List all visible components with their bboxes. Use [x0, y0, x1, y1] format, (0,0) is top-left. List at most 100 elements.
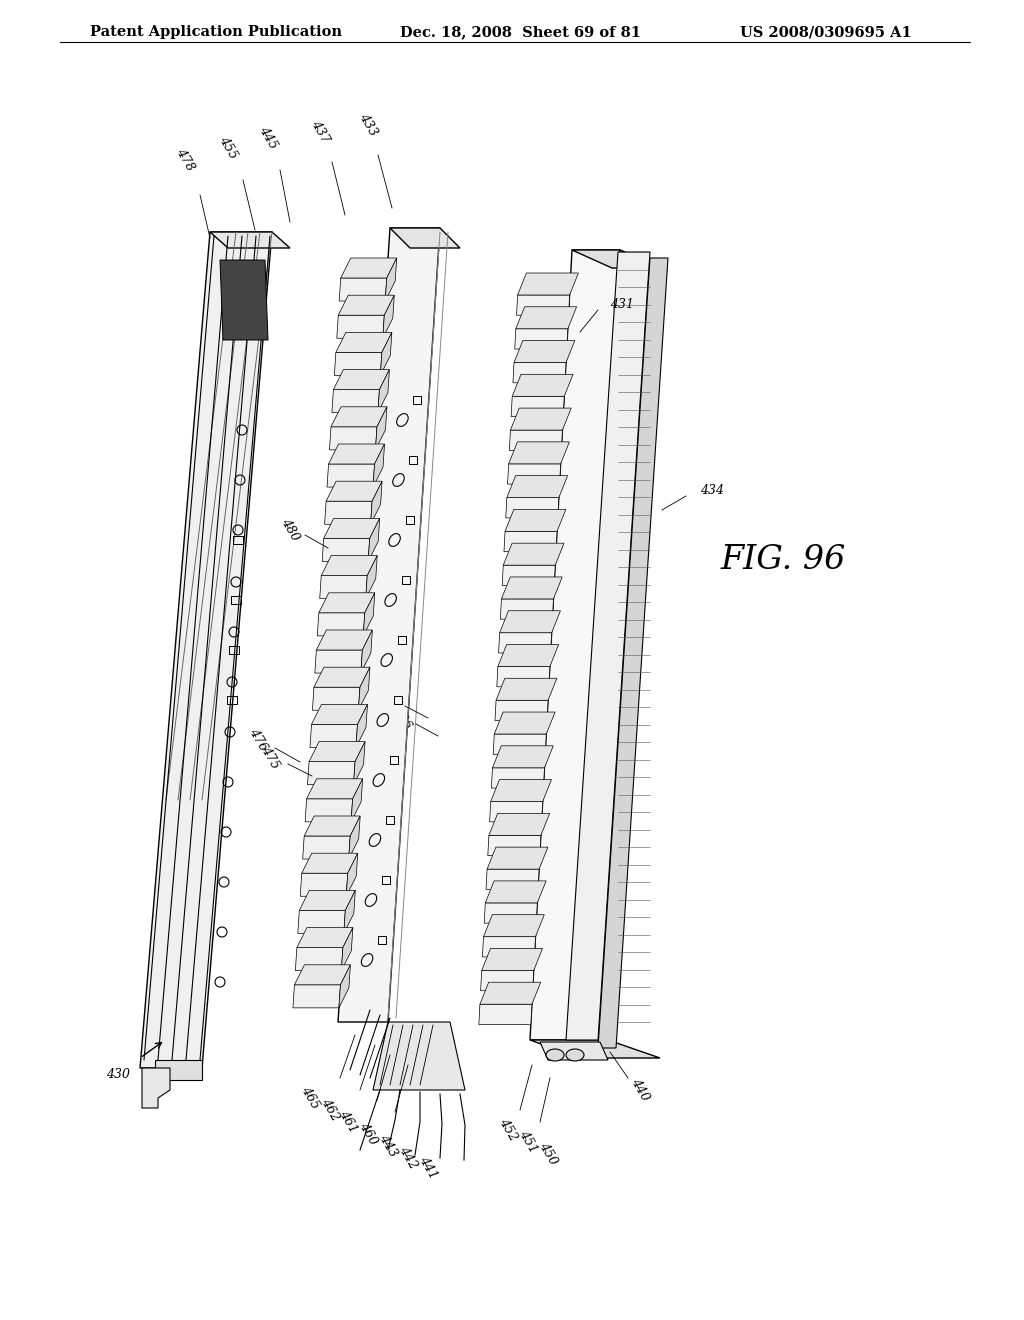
- Polygon shape: [371, 482, 382, 524]
- Polygon shape: [304, 816, 360, 836]
- Polygon shape: [327, 465, 375, 487]
- Text: 461: 461: [336, 1109, 359, 1135]
- Polygon shape: [295, 948, 343, 970]
- Polygon shape: [360, 630, 373, 673]
- Polygon shape: [310, 725, 357, 747]
- Polygon shape: [385, 257, 396, 301]
- Polygon shape: [516, 294, 569, 315]
- Polygon shape: [487, 847, 548, 869]
- Polygon shape: [302, 853, 357, 874]
- Polygon shape: [483, 915, 545, 937]
- Polygon shape: [513, 363, 566, 383]
- Text: 476: 476: [247, 726, 269, 754]
- Text: 478: 478: [173, 147, 197, 174]
- Polygon shape: [366, 556, 377, 599]
- Text: 462: 462: [318, 1097, 342, 1123]
- Ellipse shape: [566, 1049, 584, 1061]
- Text: 443: 443: [377, 1133, 399, 1160]
- Polygon shape: [383, 296, 394, 338]
- Text: 466: 466: [379, 686, 401, 714]
- Polygon shape: [337, 315, 384, 338]
- Polygon shape: [492, 768, 545, 788]
- Polygon shape: [566, 252, 650, 1040]
- Text: FIG. 96: FIG. 96: [720, 544, 846, 576]
- Polygon shape: [309, 742, 365, 762]
- Polygon shape: [511, 396, 564, 417]
- Polygon shape: [220, 260, 268, 341]
- Polygon shape: [307, 762, 355, 784]
- Polygon shape: [530, 249, 620, 1040]
- Bar: [227, 696, 237, 704]
- Polygon shape: [318, 593, 375, 612]
- Bar: [410, 455, 418, 465]
- Polygon shape: [344, 891, 355, 933]
- Polygon shape: [346, 853, 357, 896]
- Polygon shape: [482, 937, 536, 957]
- Bar: [406, 516, 414, 524]
- Polygon shape: [322, 556, 377, 576]
- Bar: [394, 696, 401, 704]
- Polygon shape: [598, 257, 668, 1048]
- Polygon shape: [496, 678, 557, 701]
- Polygon shape: [330, 426, 377, 450]
- Polygon shape: [480, 970, 534, 991]
- Bar: [229, 645, 239, 653]
- Polygon shape: [495, 701, 548, 721]
- Polygon shape: [501, 599, 553, 619]
- Polygon shape: [504, 532, 557, 552]
- Polygon shape: [300, 874, 348, 896]
- Polygon shape: [351, 779, 362, 822]
- Polygon shape: [348, 816, 360, 859]
- Bar: [231, 597, 241, 605]
- Polygon shape: [142, 1068, 170, 1107]
- Polygon shape: [390, 228, 460, 248]
- Text: 430: 430: [106, 1068, 130, 1081]
- Polygon shape: [516, 306, 577, 329]
- Polygon shape: [326, 482, 382, 502]
- Text: 450: 450: [537, 1140, 560, 1168]
- Polygon shape: [329, 444, 385, 465]
- Text: Dec. 18, 2008  Sheet 69 of 81: Dec. 18, 2008 Sheet 69 of 81: [400, 25, 641, 40]
- Text: 465: 465: [298, 1084, 322, 1111]
- Polygon shape: [358, 667, 370, 710]
- Polygon shape: [312, 688, 359, 710]
- Text: 441: 441: [417, 1155, 439, 1181]
- Text: 434: 434: [700, 483, 724, 496]
- Polygon shape: [336, 333, 392, 352]
- Polygon shape: [317, 612, 365, 636]
- Polygon shape: [572, 249, 660, 268]
- Polygon shape: [311, 705, 368, 725]
- Polygon shape: [481, 949, 543, 970]
- Polygon shape: [335, 352, 382, 375]
- Polygon shape: [506, 498, 559, 517]
- Polygon shape: [497, 667, 550, 686]
- Polygon shape: [305, 799, 352, 822]
- Text: 452: 452: [497, 1117, 519, 1143]
- Polygon shape: [507, 475, 567, 498]
- Text: US 2008/0309695 A1: US 2008/0309695 A1: [740, 25, 911, 40]
- Polygon shape: [502, 577, 562, 599]
- Polygon shape: [490, 780, 552, 801]
- Text: 433: 433: [356, 111, 380, 139]
- Polygon shape: [479, 1005, 531, 1024]
- Text: 451: 451: [516, 1129, 540, 1155]
- Polygon shape: [339, 965, 350, 1008]
- Polygon shape: [499, 632, 552, 653]
- Polygon shape: [303, 836, 350, 859]
- Polygon shape: [332, 389, 380, 413]
- Polygon shape: [325, 502, 372, 524]
- Polygon shape: [140, 232, 272, 1068]
- Text: 480: 480: [279, 516, 302, 544]
- Polygon shape: [314, 667, 370, 688]
- Polygon shape: [509, 442, 569, 463]
- Polygon shape: [319, 576, 368, 599]
- Polygon shape: [480, 982, 541, 1005]
- Polygon shape: [510, 408, 571, 430]
- Polygon shape: [509, 430, 562, 450]
- Polygon shape: [503, 544, 564, 565]
- Polygon shape: [380, 333, 392, 375]
- Polygon shape: [373, 1022, 465, 1090]
- Polygon shape: [338, 296, 394, 315]
- Polygon shape: [323, 539, 370, 561]
- Text: Patent Application Publication: Patent Application Publication: [90, 25, 342, 40]
